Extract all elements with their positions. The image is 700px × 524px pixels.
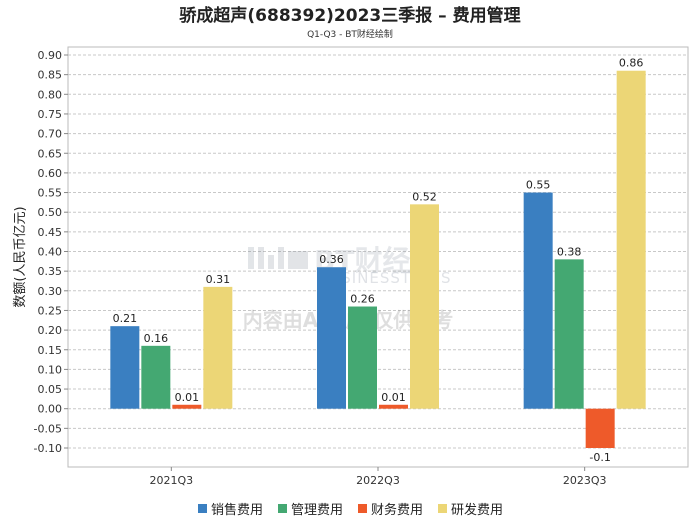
y-tick-label: 0.65 [38,147,63,160]
bar-2-2022Q3 [348,306,377,409]
bar-2-2021Q3 [141,345,171,409]
y-tick-label: 0.70 [38,128,63,141]
plot-area [67,46,689,468]
data-label: 0.01 [381,391,406,404]
y-tick-label: -0.10 [34,442,62,455]
y-tick-label: 0.60 [38,167,63,180]
bar-4-2021Q3 [203,286,233,409]
y-tick-label: 0.25 [38,304,63,317]
y-tick-label: 0.30 [38,285,63,298]
watermark-logo-icon [248,247,308,269]
y-tick-label: 0.80 [38,88,63,101]
data-label: 0.31 [206,273,231,286]
y-tick-label: 0.10 [38,363,63,376]
legend-label: 管理费用 [291,503,343,518]
legend-label: 研发费用 [451,502,503,518]
bar-1-2022Q3 [317,267,346,409]
y-tick-label: -0.05 [34,422,62,435]
data-label: 0.36 [319,253,344,266]
y-tick-label: 0.85 [38,69,63,82]
y-axis-label: 数额(人民币亿元) [13,206,28,307]
data-label: 0.52 [412,190,437,203]
bar-2-2023Q3 [554,259,584,409]
y-tick-label: 0.05 [38,383,63,396]
y-tick-label: 0.90 [38,49,63,62]
data-label: 0.55 [526,179,551,192]
x-tick-label: 2023Q3 [563,474,607,487]
bar-3-2022Q3 [379,404,408,409]
chart-title: 骄成超声(688392)2023三季报 – 费用管理 [179,5,520,26]
y-tick-label: 0.75 [38,108,63,121]
y-tick-label: 0.45 [38,226,63,239]
data-label: 0.86 [619,57,644,70]
legend-label: 销售费用 [211,502,263,518]
y-tick-label: 0.40 [38,246,63,259]
bar-4-2023Q3 [616,70,646,409]
y-tick-label: 0.15 [38,344,63,357]
bar-1-2021Q3 [110,326,140,409]
x-tick-label: 2022Q3 [356,474,400,487]
y-tick-label: 0.00 [38,403,63,416]
bar-1-2023Q3 [523,192,553,409]
y-tick-label: 0.35 [38,265,63,278]
data-label: 0.16 [144,332,169,345]
data-label: 0.38 [557,245,582,258]
legend-swatch [198,504,207,513]
legend-swatch [278,504,287,513]
y-tick-label: 0.55 [38,187,63,200]
x-tick-label: 2021Q3 [150,474,194,487]
legend-swatch [358,504,367,513]
bar-3-2023Q3 [585,408,615,448]
data-label: 0.26 [350,293,375,306]
data-label: -0.1 [589,451,610,464]
bar-3-2021Q3 [172,404,202,409]
y-tick-label: 0.20 [38,324,63,337]
legend-swatch [438,504,447,513]
y-tick-label: 0.50 [38,206,63,219]
bar-4-2022Q3 [410,204,439,409]
data-label: 0.01 [175,391,200,404]
bars [110,70,646,448]
data-labels: 0.21 0.16 0.01 0.31 0.36 0.26 0.01 0.52 0.55 0.38… [113,57,644,464]
legend-label: 财务费用 [371,502,423,518]
x-axis-ticks: 2021Q3 2022Q3 2023Q3 [150,467,607,487]
legend: 销售费用 管理费用 财务费用 研发费用 [198,502,503,518]
gridlines [68,54,688,449]
y-axis-ticks: 0.90 0.85 0.80 0.75 0.70 0.65 0.60 0.55 0.50 0.45… [34,49,68,455]
data-label: 0.21 [113,312,138,325]
chart-subtitle: Q1-Q3 - BT财经绘制 [307,28,393,40]
